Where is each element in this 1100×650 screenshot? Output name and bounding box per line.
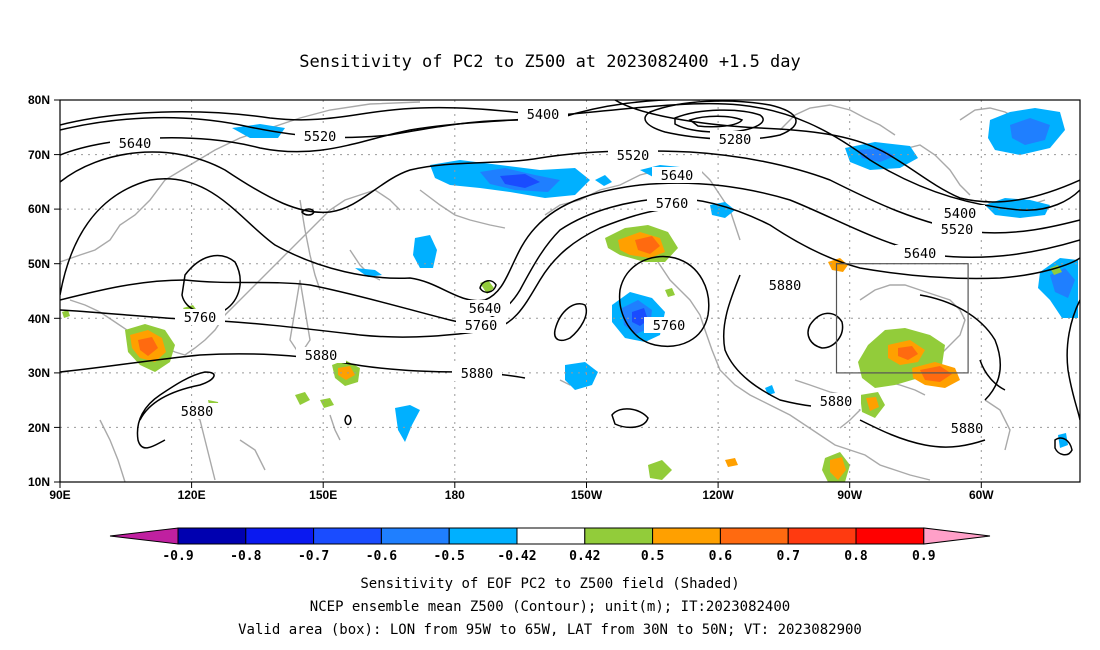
colorbar-label: -0.9 (162, 549, 193, 564)
z500-contours (60, 100, 1080, 456)
colorbar-label: -0.5 (434, 549, 465, 564)
colorbar-swatch (787, 527, 857, 545)
colorbar-label: 0.6 (709, 549, 733, 564)
contour-label: 5640 (469, 301, 502, 317)
lat-label: 40N (28, 312, 50, 326)
lon-label: 60W (969, 488, 994, 502)
lon-label: 120E (178, 488, 206, 502)
contour-label: 5880 (461, 366, 494, 382)
map-frame (59, 99, 1081, 483)
contour-label: 5520 (304, 129, 337, 145)
footer-line-2: NCEP ensemble mean Z500 (Contour); unit(… (310, 599, 790, 615)
lon-label: 150E (309, 488, 337, 502)
colorbar-swatch (855, 527, 925, 545)
colorbar-label: 0.8 (844, 549, 868, 564)
colorbar-label: -0.6 (366, 549, 397, 564)
colorbar-swatch (313, 527, 382, 545)
axis-ticks (54, 99, 982, 488)
contour-label: 5400 (527, 107, 560, 123)
contour-label: 5760 (653, 318, 686, 334)
colorbar: -0.9 -0.8 -0.7 -0.6 -0.5 -0.42 0.42 0.5 0.6 0.7 0.… (109, 527, 991, 564)
contour-label: 5760 (465, 318, 498, 334)
colorbar-swatch (245, 527, 315, 545)
contour-label: 5400 (944, 206, 977, 222)
lat-label: 30N (28, 366, 50, 380)
colorbar-label: -0.8 (230, 549, 261, 564)
lat-label: 70N (28, 148, 50, 162)
contour-label: 5880 (769, 278, 802, 294)
contour-label: 5640 (119, 136, 152, 152)
contour-label: 5880 (181, 404, 214, 420)
colorbar-swatch (719, 527, 789, 545)
colorbar-label: 0.42 (569, 549, 600, 564)
colorbar-label: -0.42 (497, 549, 536, 564)
contour-label: 5880 (305, 348, 338, 364)
contour-labels: 5400 5520 5640 5280 5520 5640 5760 5400 … (110, 106, 992, 437)
lat-label: 60N (28, 202, 50, 216)
contour-label: 5640 (661, 168, 694, 184)
colorbar-swatch (380, 527, 450, 545)
lat-label: 80N (28, 93, 50, 107)
colorbar-swatch (448, 527, 518, 545)
lon-label: 180 (445, 488, 465, 502)
colorbar-label: 0.9 (912, 549, 935, 564)
colorbar-low-arrow (109, 527, 179, 545)
lon-label: 90E (49, 488, 70, 502)
lon-label: 90W (837, 488, 862, 502)
colorbar-swatch (516, 527, 586, 545)
contour-label: 5760 (184, 310, 217, 326)
contour-label: 5520 (617, 148, 650, 164)
lat-lon-grid (60, 100, 1080, 482)
colorbar-label: 0.7 (776, 549, 799, 564)
colorbar-swatch (584, 527, 654, 545)
latitude-labels: 80N 70N 60N 50N 40N 30N 20N 10N (28, 93, 50, 489)
contour-label: 5760 (656, 196, 689, 212)
lon-label: 150W (571, 488, 603, 502)
colorbar-swatch (652, 527, 721, 545)
contour-label: 5880 (820, 394, 853, 410)
colorbar-label: 0.5 (641, 549, 664, 564)
lat-label: 20N (28, 421, 50, 435)
contour-label: 5640 (904, 246, 937, 262)
map-area: 5400 5520 5640 5280 5520 5640 5760 5400 … (60, 100, 1080, 482)
lat-label: 10N (28, 475, 50, 489)
footer-line-3: Valid area (box): LON from 95W to 65W, L… (238, 622, 862, 638)
colorbar-label: -0.7 (298, 549, 329, 564)
colorbar-high-arrow (923, 527, 991, 545)
lon-label: 120W (702, 488, 734, 502)
figure-title: Sensitivity of PC2 to Z500 at 2023082400… (299, 52, 801, 72)
colorbar-swatch (177, 527, 247, 545)
footer-line-1: Sensitivity of EOF PC2 to Z500 field (Sh… (360, 576, 739, 592)
lat-label: 50N (28, 257, 50, 271)
contour-label: 5280 (719, 132, 752, 148)
contour-label: 5880 (951, 421, 984, 437)
valid-area-box (835, 263, 969, 374)
longitude-labels: 90E 120E 150E 180 150W 120W 90W 60W (49, 488, 994, 502)
contour-label: 5520 (941, 222, 974, 238)
